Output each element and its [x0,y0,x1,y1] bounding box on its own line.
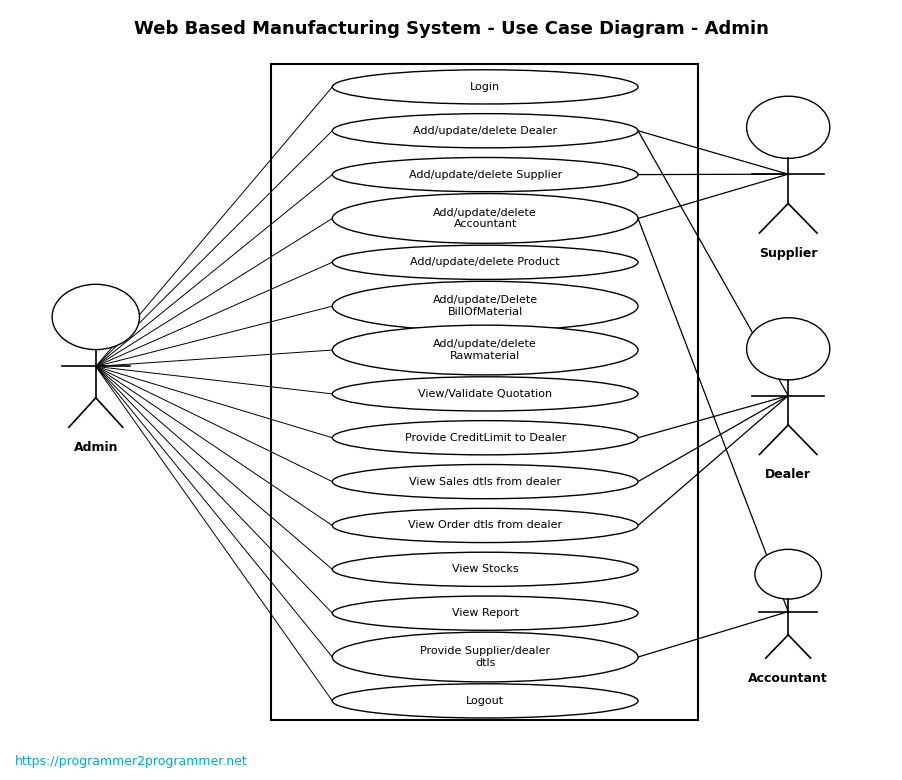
Text: https://programmer2programmer.net: https://programmer2programmer.net [14,755,248,768]
Text: Add/update/delete
Accountant: Add/update/delete Accountant [433,207,537,229]
Text: Provide Supplier/dealer
dtls: Provide Supplier/dealer dtls [420,647,550,668]
Ellipse shape [332,325,638,375]
Ellipse shape [332,632,638,682]
Text: Logout: Logout [466,696,504,706]
Text: Dealer: Dealer [765,469,811,481]
Ellipse shape [332,114,638,148]
Ellipse shape [332,420,638,455]
Text: Add/update/delete Dealer: Add/update/delete Dealer [413,126,557,136]
Ellipse shape [755,549,822,599]
Ellipse shape [332,509,638,543]
Ellipse shape [332,552,638,587]
Ellipse shape [332,245,638,279]
Ellipse shape [332,193,638,243]
Ellipse shape [332,465,638,498]
Text: Add/update/Delete
BillOfMaterial: Add/update/Delete BillOfMaterial [433,296,538,317]
Text: View Report: View Report [452,608,519,619]
Ellipse shape [52,284,140,349]
Ellipse shape [332,282,638,331]
Text: Add/update/delete Supplier: Add/update/delete Supplier [409,169,562,179]
Text: Add/update/delete
Rawmaterial: Add/update/delete Rawmaterial [433,339,537,361]
Ellipse shape [747,96,830,158]
Text: Web Based Manufacturing System - Use Case Diagram - Admin: Web Based Manufacturing System - Use Cas… [133,20,769,37]
Text: Add/update/delete Product: Add/update/delete Product [410,257,560,268]
Ellipse shape [332,377,638,411]
Text: View/Validate Quotation: View/Validate Quotation [419,389,552,399]
Ellipse shape [332,158,638,192]
Text: View Order dtls from dealer: View Order dtls from dealer [408,520,562,530]
Text: Accountant: Accountant [749,672,828,685]
Text: Supplier: Supplier [759,247,817,260]
Bar [272,63,698,720]
Ellipse shape [332,596,638,630]
Text: View Sales dtls from dealer: View Sales dtls from dealer [410,477,561,487]
Ellipse shape [332,69,638,104]
Text: Login: Login [470,82,501,92]
Text: Provide CreditLimit to Dealer: Provide CreditLimit to Dealer [404,433,566,443]
Ellipse shape [747,317,830,380]
Ellipse shape [332,684,638,718]
Text: Admin: Admin [74,441,118,454]
Text: View Stocks: View Stocks [452,564,519,574]
